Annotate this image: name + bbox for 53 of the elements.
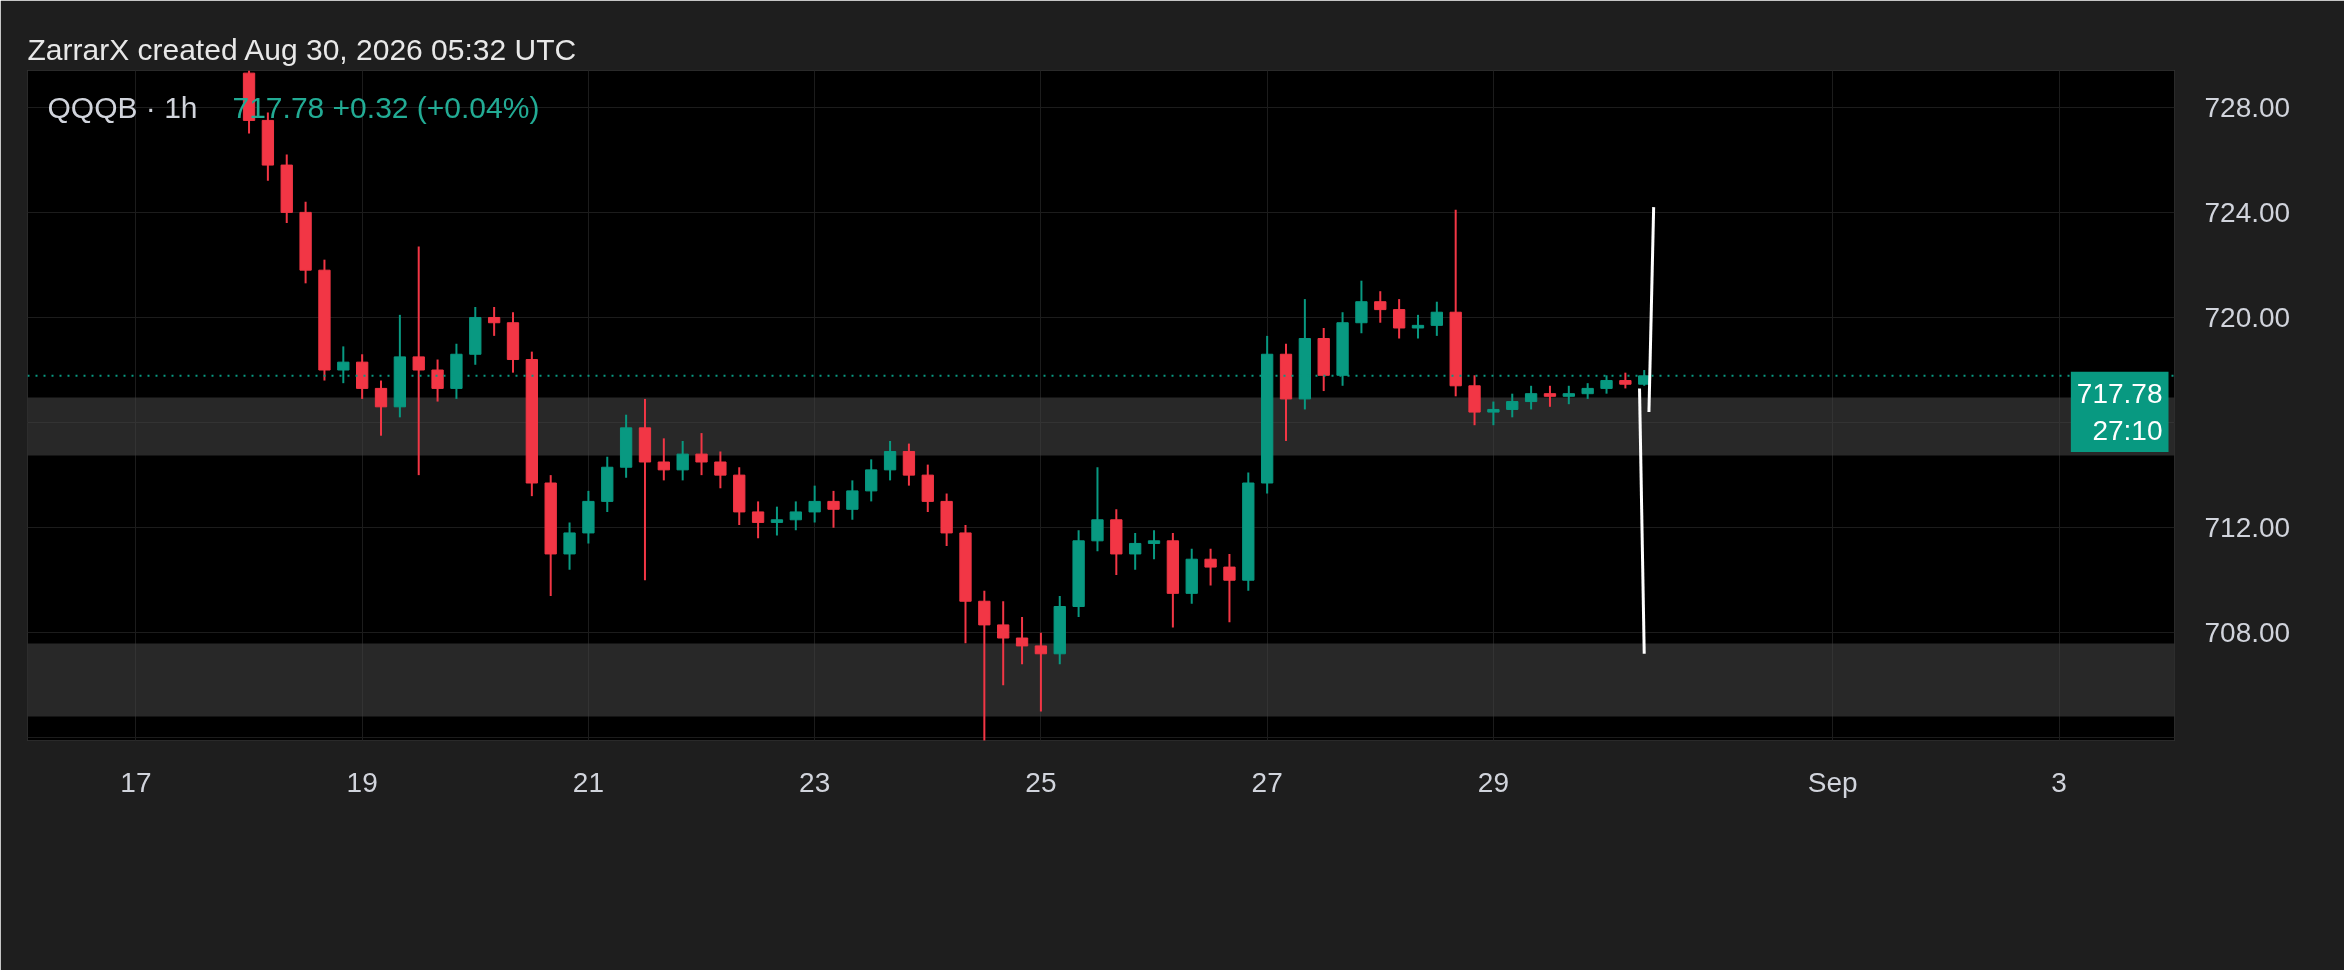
y-tick-label: 712.00 — [2204, 512, 2291, 544]
candlestick — [1487, 400, 1500, 427]
y-tick-label: 724.00 — [2204, 196, 2291, 228]
x-tick-label: 27 — [1251, 766, 1283, 798]
x-tick-label: 23 — [799, 766, 831, 798]
x-tick-label: 21 — [572, 766, 604, 798]
y-tick-label: 720.00 — [2204, 301, 2291, 333]
text: ZarrarX created Aug 30, 2026 05:32 UTC — [27, 32, 577, 66]
y-tick-label: 728.00 — [2204, 91, 2291, 123]
candlestick — [1411, 313, 1425, 340]
ref-line-label: 717.78 27:10 — [2076, 377, 2163, 447]
candlestick — [714, 450, 727, 490]
x-tick-label: 29 — [1477, 766, 1509, 798]
candlestick — [1015, 616, 1029, 666]
candlestick — [487, 305, 501, 337]
candlestick — [1223, 552, 1236, 624]
x-tick-label: 25 — [1025, 766, 1057, 798]
candlestick — [846, 479, 859, 521]
candlestick — [883, 439, 897, 482]
candlestick — [657, 437, 670, 482]
candlestick — [1091, 466, 1104, 553]
candlestick — [808, 484, 821, 524]
x-tick-label: 19 — [346, 766, 378, 798]
candlestick — [1562, 384, 1575, 406]
text: QQQB · 1h — [47, 90, 198, 124]
candlestick — [865, 458, 878, 503]
candlestick — [1524, 384, 1538, 411]
candlestick — [1506, 392, 1519, 419]
candlestick — [770, 505, 784, 537]
candlestick — [789, 500, 802, 532]
y-tick-label: 708.00 — [2204, 617, 2291, 649]
candlestick — [1374, 290, 1387, 324]
candlestick — [1355, 279, 1368, 335]
candlestick — [695, 432, 708, 477]
candlestick — [431, 358, 444, 403]
candlestick — [676, 439, 689, 482]
candlestick — [1392, 298, 1406, 340]
x-tick-label: Sep — [1807, 766, 1858, 798]
candlestick — [1129, 531, 1142, 571]
candlestick — [1543, 384, 1557, 408]
candlestick — [563, 521, 576, 571]
candlestick — [902, 442, 916, 487]
candlestick — [827, 489, 840, 529]
candlestick — [374, 379, 388, 437]
candlestick — [1147, 529, 1161, 561]
candlestick — [751, 500, 765, 540]
candlestick — [1430, 300, 1443, 337]
x-tick-label: 3 — [2051, 766, 2067, 798]
candlestick — [412, 245, 425, 477]
candlestick — [997, 600, 1010, 687]
candlestick — [1204, 547, 1217, 587]
candlestick — [1034, 631, 1048, 713]
x-tick-label: 17 — [120, 766, 152, 798]
